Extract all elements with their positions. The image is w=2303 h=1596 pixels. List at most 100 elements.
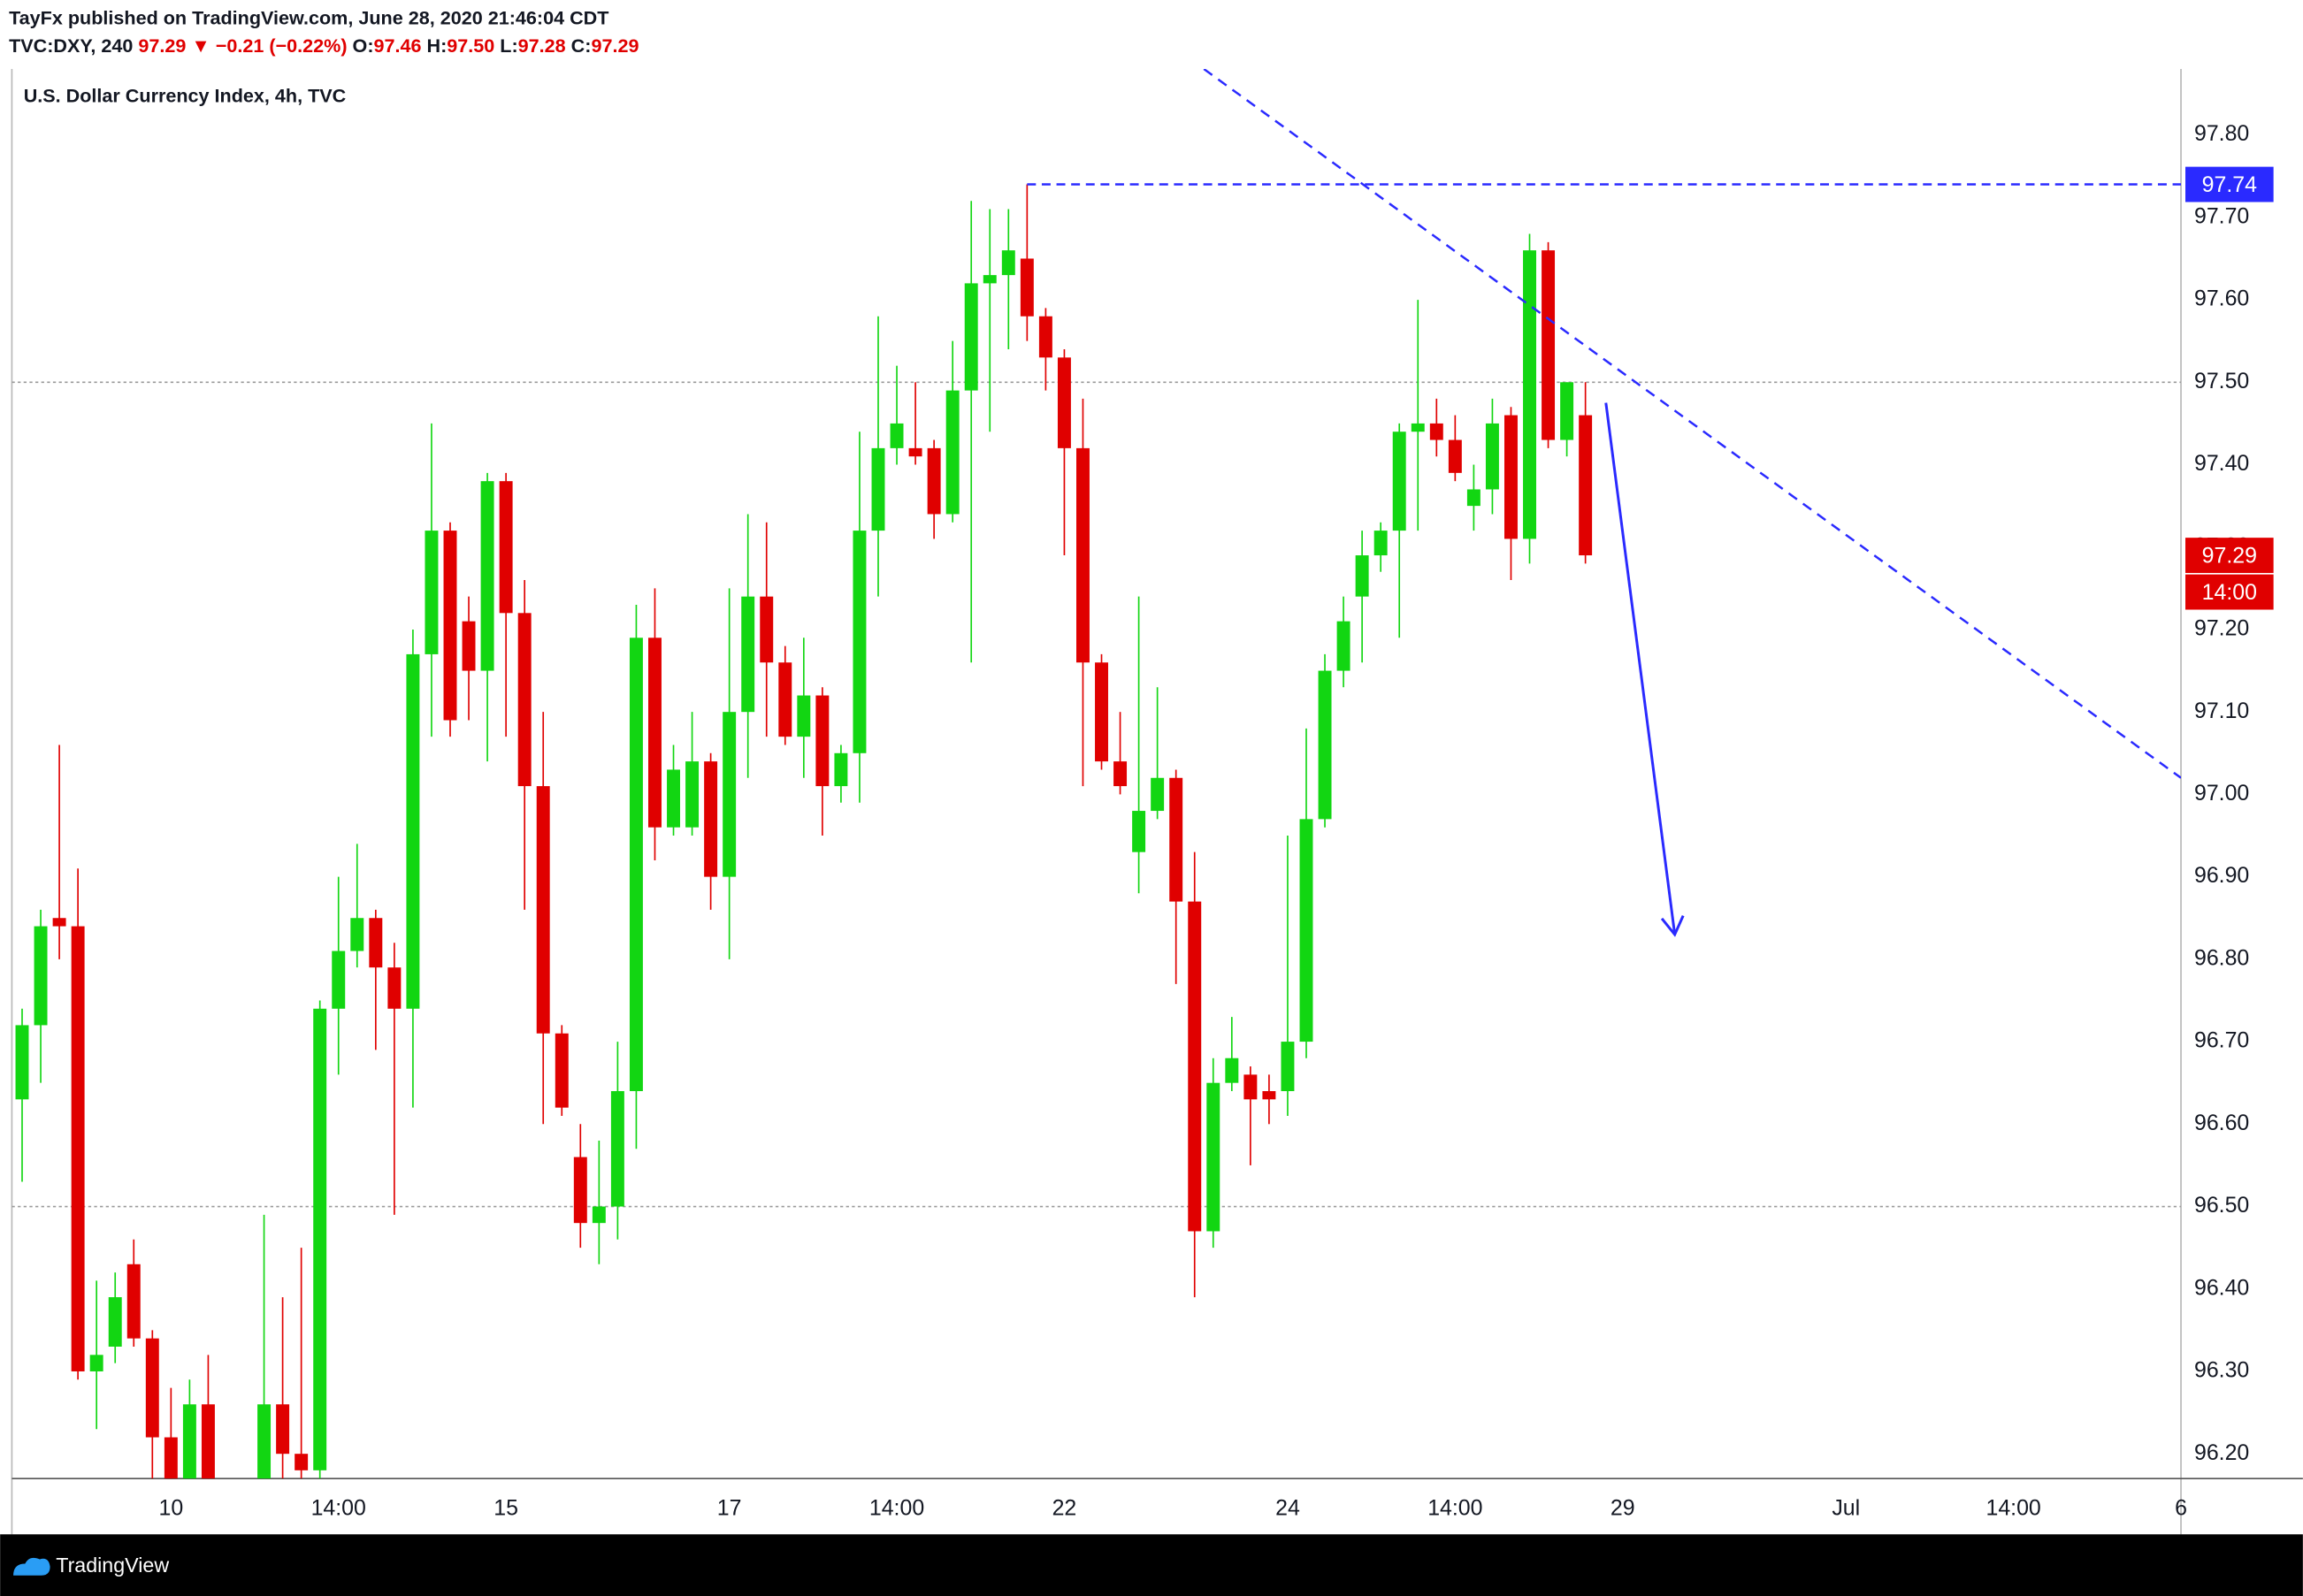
candle-body xyxy=(1429,423,1443,440)
candle-body xyxy=(908,447,922,457)
x-tick-label: 14:00 xyxy=(311,1496,366,1521)
arrow-shaft xyxy=(1604,402,1677,935)
candle-body xyxy=(89,1355,103,1371)
direction: ▼ xyxy=(191,34,210,57)
candle-body xyxy=(871,447,885,531)
candle-body xyxy=(1095,662,1108,762)
candle-body xyxy=(592,1206,606,1224)
candle-body xyxy=(369,918,383,968)
footer xyxy=(0,1534,2303,1596)
candle-body xyxy=(425,531,439,654)
candle-body xyxy=(1411,423,1425,432)
candle-body xyxy=(1113,761,1128,787)
candle-body xyxy=(834,752,848,787)
x-tick-label: 6 xyxy=(2175,1496,2187,1521)
candle-body xyxy=(1262,1091,1276,1100)
y-tick-label: 96.70 xyxy=(2194,1028,2249,1053)
candle-body xyxy=(1020,258,1034,317)
high-value: 97.50 xyxy=(447,34,494,57)
x-tick-label: 14:00 xyxy=(869,1496,924,1521)
candle-body xyxy=(71,926,85,1371)
y-tick-label: 96.50 xyxy=(2194,1193,2249,1218)
candle-body xyxy=(1281,1042,1295,1092)
candle-body xyxy=(927,447,941,515)
candle-body xyxy=(145,1338,159,1438)
candle-body xyxy=(52,918,66,927)
candle-body xyxy=(499,481,513,614)
candle-body xyxy=(610,1091,624,1207)
level-price-label: 97.74 xyxy=(2202,172,2257,197)
candle-body xyxy=(1188,901,1202,1232)
x-tick-label: 14:00 xyxy=(1985,1496,2040,1521)
candle-body xyxy=(182,1404,196,1479)
candle-body xyxy=(126,1264,141,1339)
y-tick-label: 97.00 xyxy=(2194,781,2249,806)
close-value: 97.29 xyxy=(591,34,639,57)
y-tick-label: 97.80 xyxy=(2194,121,2249,146)
candle-body xyxy=(276,1404,290,1455)
candle-body xyxy=(332,951,346,1009)
candle-body xyxy=(406,653,420,1009)
plot-area xyxy=(11,69,2182,1479)
candle-body xyxy=(760,596,774,663)
y-tick-label: 97.10 xyxy=(2194,699,2249,723)
x-tick-label: 29 xyxy=(1611,1496,1635,1521)
trendline xyxy=(1203,69,2182,779)
candle-body xyxy=(108,1297,122,1348)
candle-body xyxy=(1001,250,1015,276)
candle-body xyxy=(1243,1074,1258,1100)
candle-body xyxy=(704,761,718,877)
x-tick-label: 24 xyxy=(1275,1496,1300,1521)
x-tick-label: 14:00 xyxy=(1427,1496,1482,1521)
high-label: H: xyxy=(427,34,448,57)
candle-body xyxy=(443,531,457,721)
x-tick-label: 17 xyxy=(717,1496,742,1521)
y-tick-label: 97.50 xyxy=(2194,369,2249,393)
arrow-head xyxy=(1660,915,1685,937)
y-tick-label: 96.40 xyxy=(2194,1275,2249,1300)
candle-body xyxy=(573,1157,587,1224)
candle-body xyxy=(853,531,867,753)
brand: TradingView xyxy=(56,1554,169,1577)
last-price-label: 97.29 xyxy=(2202,543,2257,568)
candle-body xyxy=(1466,489,1480,507)
candle-body xyxy=(778,662,792,737)
candle-body xyxy=(555,1033,569,1108)
y-tick-label: 96.90 xyxy=(2194,863,2249,888)
candle-body xyxy=(685,761,700,828)
candle-body xyxy=(1038,316,1052,358)
open-label: O: xyxy=(353,34,374,57)
candle-body xyxy=(1542,250,1556,440)
x-tick-label: Jul xyxy=(1832,1496,1860,1521)
candle-body xyxy=(723,712,737,877)
candle-body xyxy=(945,390,960,515)
x-tick-label: 22 xyxy=(1052,1496,1077,1521)
y-tick-label: 97.70 xyxy=(2194,203,2249,228)
candle-body xyxy=(164,1437,178,1479)
candle-body xyxy=(1355,555,1369,597)
symbol-line: TVC:DXY, 240 97.29 ▼ −0.21 (−0.22%) O:97… xyxy=(9,34,639,57)
change: −0.21 (−0.22%) xyxy=(216,34,348,57)
candle-body xyxy=(1503,415,1518,539)
candle-body xyxy=(257,1404,272,1479)
price: 97.29 xyxy=(138,34,186,57)
candle-body xyxy=(1206,1082,1220,1232)
y-tick-label: 97.20 xyxy=(2194,616,2249,641)
countdown-box xyxy=(2185,574,2274,610)
candle-body xyxy=(648,638,662,828)
candle-body xyxy=(797,695,811,737)
y-tick-label: 96.30 xyxy=(2194,1358,2249,1383)
brand-logo xyxy=(13,1557,50,1576)
candle-body xyxy=(1336,621,1350,671)
x-tick-label: 10 xyxy=(159,1496,184,1521)
y-tick-label: 97.40 xyxy=(2194,451,2249,476)
candle-body xyxy=(1523,250,1536,539)
candle-body xyxy=(350,918,364,951)
candle-body xyxy=(1318,670,1332,820)
chart-title: U.S. Dollar Currency Index, 4h, TVC xyxy=(24,84,347,106)
candle-body xyxy=(964,283,978,391)
candle-body xyxy=(1560,382,1574,440)
close-label: C: xyxy=(571,34,592,57)
